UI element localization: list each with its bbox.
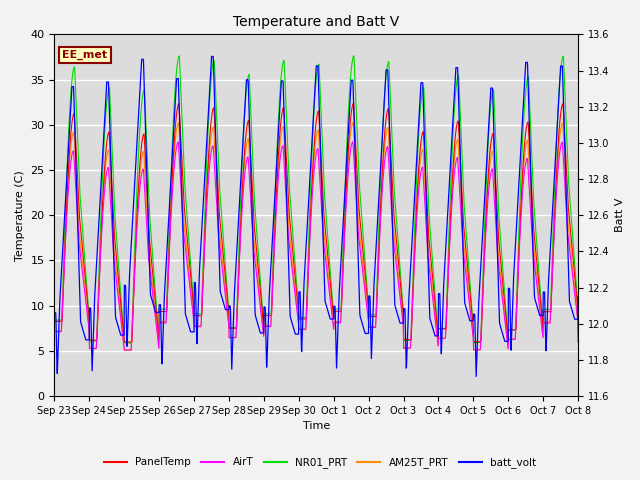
X-axis label: Time: Time xyxy=(303,421,330,432)
Y-axis label: Batt V: Batt V xyxy=(615,198,625,232)
Text: EE_met: EE_met xyxy=(62,50,108,60)
Title: Temperature and Batt V: Temperature and Batt V xyxy=(233,15,399,29)
Y-axis label: Temperature (C): Temperature (C) xyxy=(15,170,25,261)
Legend: PanelTemp, AirT, NR01_PRT, AM25T_PRT, batt_volt: PanelTemp, AirT, NR01_PRT, AM25T_PRT, ba… xyxy=(100,453,540,472)
